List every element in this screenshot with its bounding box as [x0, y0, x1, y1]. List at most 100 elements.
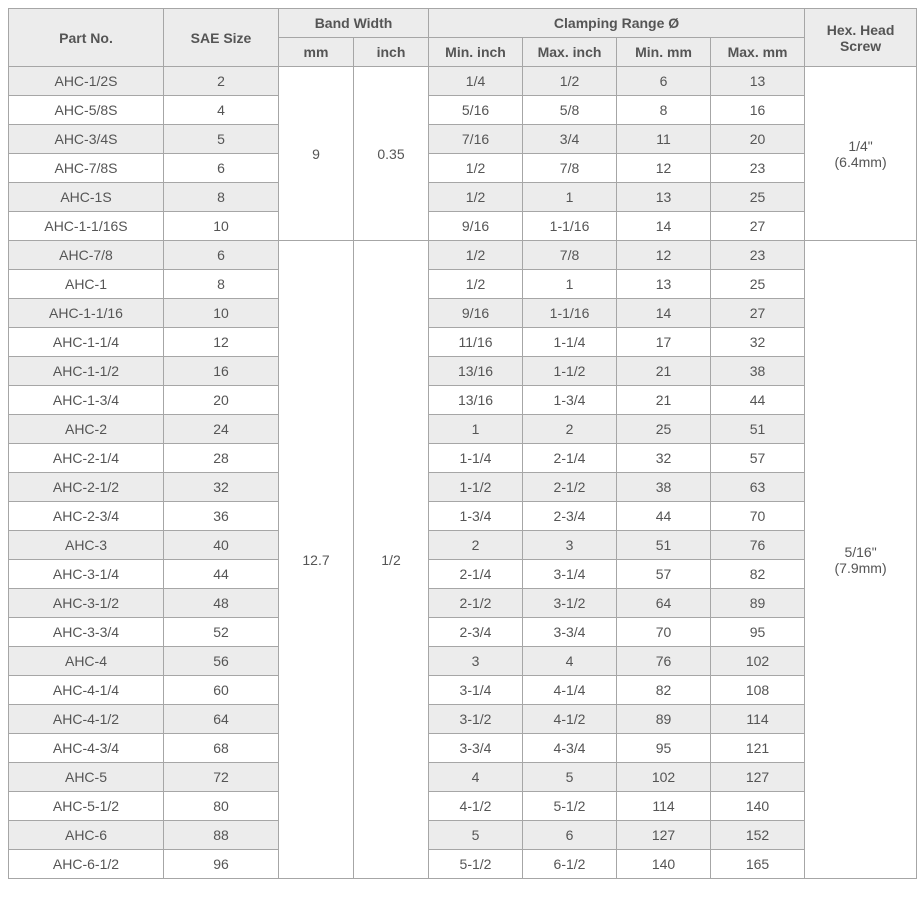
- cell-min-mm: 64: [617, 589, 711, 618]
- cell-max-mm: 140: [711, 792, 805, 821]
- cell-sae-size: 64: [164, 705, 279, 734]
- cell-hex-screw: 5/16"(7.9mm): [805, 241, 917, 879]
- cell-min-mm: 14: [617, 212, 711, 241]
- table-row: AHC-1-1/16109/161-1/161427: [9, 299, 917, 328]
- cell-max-inch: 5: [523, 763, 617, 792]
- table-row: AHC-4-1/4603-1/44-1/482108: [9, 676, 917, 705]
- cell-max-inch: 3-3/4: [523, 618, 617, 647]
- cell-min-mm: 51: [617, 531, 711, 560]
- cell-min-mm: 57: [617, 560, 711, 589]
- cell-min-inch: 1/2: [429, 183, 523, 212]
- table-row: AHC-1-1/41211/161-1/41732: [9, 328, 917, 357]
- cell-min-inch: 5: [429, 821, 523, 850]
- cell-min-mm: 114: [617, 792, 711, 821]
- cell-min-mm: 13: [617, 270, 711, 299]
- cell-sae-size: 6: [164, 241, 279, 270]
- hex-screw-mm: (6.4mm): [809, 154, 912, 170]
- cell-part-no: AHC-6-1/2: [9, 850, 164, 879]
- cell-max-mm: 38: [711, 357, 805, 386]
- cell-part-no: AHC-3/4S: [9, 125, 164, 154]
- cell-sae-size: 5: [164, 125, 279, 154]
- table-row: AHC-4-3/4683-3/44-3/495121: [9, 734, 917, 763]
- table-row: AHC-1/2S290.351/41/26131/4"(6.4mm): [9, 67, 917, 96]
- cell-min-inch: 11/16: [429, 328, 523, 357]
- table-row: AHC-5/8S45/165/8816: [9, 96, 917, 125]
- cell-sae-size: 2: [164, 67, 279, 96]
- cell-min-mm: 12: [617, 241, 711, 270]
- table-header: Part No. SAE Size Band Width Clamping Ra…: [9, 9, 917, 67]
- cell-max-mm: 108: [711, 676, 805, 705]
- cell-min-inch: 7/16: [429, 125, 523, 154]
- cell-part-no: AHC-1S: [9, 183, 164, 212]
- cell-max-mm: 27: [711, 299, 805, 328]
- cell-max-inch: 4: [523, 647, 617, 676]
- cell-min-mm: 76: [617, 647, 711, 676]
- hex-screw-mm: (7.9mm): [809, 560, 912, 576]
- cell-band-width-inch: 0.35: [354, 67, 429, 241]
- cell-min-inch: 2-3/4: [429, 618, 523, 647]
- cell-max-inch: 1-1/2: [523, 357, 617, 386]
- cell-min-mm: 21: [617, 386, 711, 415]
- cell-max-inch: 2-1/2: [523, 473, 617, 502]
- cell-max-inch: 4-1/4: [523, 676, 617, 705]
- cell-sae-size: 52: [164, 618, 279, 647]
- table-row: AHC-4563476102: [9, 647, 917, 676]
- cell-min-inch: 4-1/2: [429, 792, 523, 821]
- cell-min-inch: 1/4: [429, 67, 523, 96]
- table-row: AHC-57245102127: [9, 763, 917, 792]
- cell-min-mm: 127: [617, 821, 711, 850]
- cell-min-inch: 3-1/2: [429, 705, 523, 734]
- table-row: AHC-2-3/4361-3/42-3/44470: [9, 502, 917, 531]
- cell-max-mm: 44: [711, 386, 805, 415]
- cell-min-inch: 2-1/4: [429, 560, 523, 589]
- cell-sae-size: 20: [164, 386, 279, 415]
- table-row: AHC-224122551: [9, 415, 917, 444]
- cell-min-mm: 6: [617, 67, 711, 96]
- cell-part-no: AHC-3: [9, 531, 164, 560]
- cell-sae-size: 68: [164, 734, 279, 763]
- hex-screw-size: 5/16": [809, 544, 912, 560]
- table-row: AHC-5-1/2804-1/25-1/2114140: [9, 792, 917, 821]
- cell-part-no: AHC-7/8S: [9, 154, 164, 183]
- cell-min-inch: 13/16: [429, 386, 523, 415]
- cell-max-inch: 7/8: [523, 241, 617, 270]
- cell-part-no: AHC-3-3/4: [9, 618, 164, 647]
- cell-min-inch: 1-3/4: [429, 502, 523, 531]
- cell-max-inch: 5-1/2: [523, 792, 617, 821]
- cell-min-inch: 1-1/4: [429, 444, 523, 473]
- header-min-mm: Min. mm: [617, 38, 711, 67]
- cell-part-no: AHC-4: [9, 647, 164, 676]
- table-row: AHC-3/4S57/163/41120: [9, 125, 917, 154]
- cell-band-width-inch: 1/2: [354, 241, 429, 879]
- table-row: AHC-2-1/2321-1/22-1/23863: [9, 473, 917, 502]
- cell-min-inch: 3-3/4: [429, 734, 523, 763]
- table-row: AHC-6-1/2965-1/26-1/2140165: [9, 850, 917, 879]
- cell-part-no: AHC-1-1/16: [9, 299, 164, 328]
- cell-max-mm: 51: [711, 415, 805, 444]
- cell-min-inch: 9/16: [429, 299, 523, 328]
- table-row: AHC-4-1/2643-1/24-1/289114: [9, 705, 917, 734]
- cell-min-mm: 102: [617, 763, 711, 792]
- cell-max-inch: 3: [523, 531, 617, 560]
- cell-sae-size: 40: [164, 531, 279, 560]
- table-row: AHC-3-1/2482-1/23-1/26489: [9, 589, 917, 618]
- cell-sae-size: 56: [164, 647, 279, 676]
- cell-max-inch: 4-1/2: [523, 705, 617, 734]
- cell-sae-size: 72: [164, 763, 279, 792]
- header-bw-inch: inch: [354, 38, 429, 67]
- cell-max-inch: 5/8: [523, 96, 617, 125]
- cell-max-mm: 23: [711, 241, 805, 270]
- cell-part-no: AHC-1-3/4: [9, 386, 164, 415]
- cell-sae-size: 80: [164, 792, 279, 821]
- cell-min-inch: 2: [429, 531, 523, 560]
- table-body: AHC-1/2S290.351/41/26131/4"(6.4mm)AHC-5/…: [9, 67, 917, 879]
- cell-min-inch: 13/16: [429, 357, 523, 386]
- hex-screw-size: 1/4": [809, 138, 912, 154]
- cell-sae-size: 24: [164, 415, 279, 444]
- cell-part-no: AHC-4-1/4: [9, 676, 164, 705]
- cell-max-mm: 165: [711, 850, 805, 879]
- cell-sae-size: 6: [164, 154, 279, 183]
- cell-sae-size: 28: [164, 444, 279, 473]
- cell-hex-screw: 1/4"(6.4mm): [805, 67, 917, 241]
- cell-max-inch: 3-1/2: [523, 589, 617, 618]
